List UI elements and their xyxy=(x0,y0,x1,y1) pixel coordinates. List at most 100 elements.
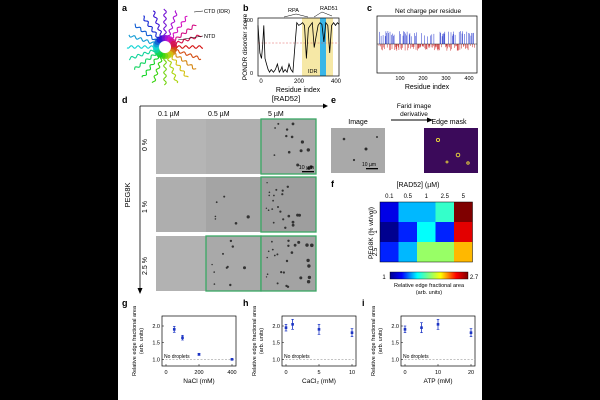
droplet xyxy=(291,220,295,224)
heatmap-cell xyxy=(417,202,436,222)
droplet xyxy=(281,189,284,192)
ytick-label: 2.0 xyxy=(391,324,399,330)
conc-label-0: 0.1 µM xyxy=(158,111,180,118)
data-point xyxy=(469,331,473,334)
ntd-label: NTD xyxy=(204,34,215,40)
d-scalebar-label: 10 µm xyxy=(299,165,315,171)
idr-strand xyxy=(171,52,197,70)
xtick-label: 10 xyxy=(349,370,355,376)
chart-ylabel-unit: (arb. units) xyxy=(378,328,384,354)
droplet xyxy=(267,250,270,253)
heatmap-ytick: 0 xyxy=(373,210,379,214)
xtick-label: 10 xyxy=(435,370,441,376)
droplet xyxy=(307,166,311,170)
xtick-label: 5 xyxy=(317,370,320,376)
idr-strand xyxy=(167,54,179,84)
heatmap-xtick: 0.1 xyxy=(385,194,394,200)
xtick-label: 0 xyxy=(403,370,406,376)
droplet xyxy=(277,206,279,208)
panel-label-g: g xyxy=(122,298,128,308)
data-point xyxy=(230,358,234,361)
colorbar xyxy=(389,271,469,280)
droplet xyxy=(265,207,268,209)
heatmap-xtick: 1 xyxy=(425,194,429,200)
heatmap-cell xyxy=(398,202,417,222)
chart-i-atp: No droplets 1.0 1.5 2.0 0 10 20 ATP (mM) Relativ… xyxy=(371,305,476,385)
rad52-ring-diagram xyxy=(126,8,204,86)
droplet xyxy=(306,280,311,284)
farid-label-1: Farid image xyxy=(397,103,432,110)
no-droplets-label: No droplets xyxy=(164,354,190,360)
mask-label: Edge mask xyxy=(431,119,467,126)
data-point xyxy=(291,323,294,326)
chart-xlabel: CaCl₂ (mM) xyxy=(302,378,336,385)
b-ytick-100: 100 xyxy=(244,18,253,24)
droplet xyxy=(299,276,303,280)
droplet xyxy=(285,134,288,138)
ytick-label: 1.5 xyxy=(152,341,160,347)
droplet xyxy=(229,239,233,243)
colorbar-max: 2.7 xyxy=(470,275,479,281)
xtick-label: 20 xyxy=(468,370,474,376)
droplet xyxy=(297,240,301,244)
ytick-label: 1.0 xyxy=(272,357,280,363)
heatmap-cell xyxy=(380,242,399,262)
droplet xyxy=(285,284,288,288)
heatmap-cell xyxy=(380,202,399,222)
droplet xyxy=(246,215,250,219)
idr-strand xyxy=(128,34,157,46)
droplet xyxy=(214,215,217,218)
b-xtick-0: 0 xyxy=(259,79,263,85)
droplet xyxy=(287,244,290,247)
idr-strand xyxy=(126,45,157,49)
droplet xyxy=(268,194,270,197)
pondr-curve xyxy=(257,21,340,74)
farid-arrowhead xyxy=(427,117,433,123)
conc-label-2: 5 µM xyxy=(268,111,284,118)
b-ytick-0: 0 xyxy=(250,71,253,77)
droplet xyxy=(299,149,303,153)
idr-strand xyxy=(134,51,158,70)
droplet xyxy=(287,214,291,218)
idr-strand xyxy=(128,49,157,61)
idr-strand xyxy=(143,15,161,40)
droplet xyxy=(306,148,310,152)
heatmap-cell xyxy=(435,222,454,242)
heatmap-cell xyxy=(398,222,417,242)
net-charge-plot: 100 200 300 400 Residue index Net charge… xyxy=(376,8,478,91)
droplet xyxy=(272,221,275,224)
droplet xyxy=(273,254,276,257)
droplet xyxy=(293,243,297,247)
droplet xyxy=(296,163,300,167)
ytick-label: 2.0 xyxy=(272,324,280,330)
droplet xyxy=(213,271,215,273)
droplet xyxy=(273,194,275,197)
droplet xyxy=(265,276,268,278)
data-point xyxy=(181,336,184,339)
panel-label-e: e xyxy=(331,95,336,105)
droplet xyxy=(285,259,289,263)
droplet xyxy=(272,199,274,202)
heatmap-cell xyxy=(398,242,417,262)
idr-strand xyxy=(151,55,163,84)
droplet xyxy=(298,213,301,217)
disorder-plot: RPA RAD51 IDR 0 100 0 200 400 Residue in… xyxy=(242,6,342,94)
microscopy-image xyxy=(206,177,261,232)
microscopy-image xyxy=(260,118,317,175)
panel-label-d: d xyxy=(122,95,128,105)
e-mask-edges xyxy=(435,137,470,165)
droplet xyxy=(282,218,285,221)
idr-strand xyxy=(170,53,189,78)
f-ylabel: PEG8K (% wt/vol) xyxy=(368,207,375,259)
b-xtick-200: 200 xyxy=(294,79,305,85)
droplet xyxy=(271,248,274,251)
panel-label-i: i xyxy=(362,298,365,308)
droplet xyxy=(306,258,310,263)
c-xtick-100: 100 xyxy=(395,76,404,82)
colorbar-min: 1 xyxy=(382,275,386,281)
rad51-bracket xyxy=(313,11,333,18)
c-xlabel: Residue index xyxy=(405,84,450,91)
microscopy-image xyxy=(260,176,317,233)
droplet xyxy=(290,135,294,139)
idr-strand xyxy=(168,15,188,40)
